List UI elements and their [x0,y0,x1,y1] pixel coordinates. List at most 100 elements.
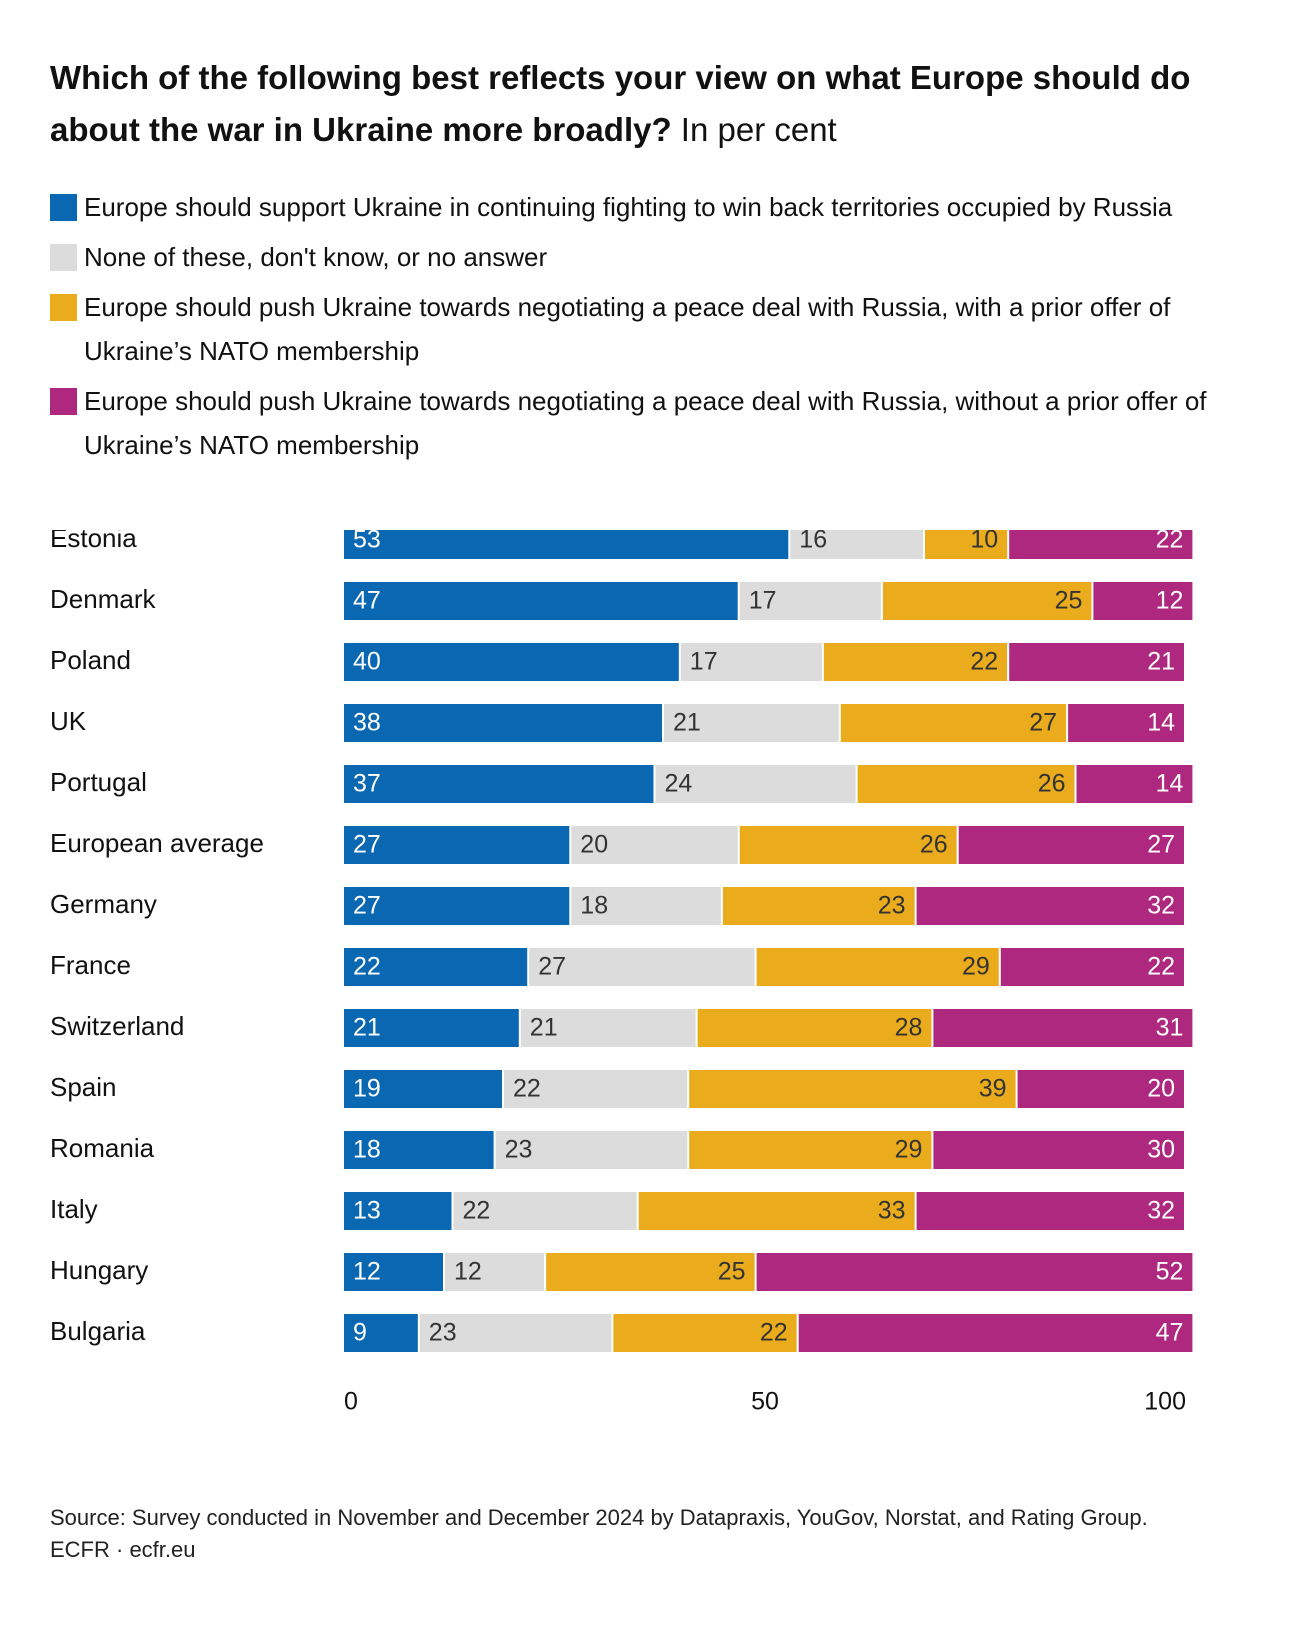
stacked-bar-chart: Estonia 53 16 10 22 Denmark 47 17 25 12 Poland 40 17… [50,530,1193,1416]
value-label-germany-with-nato: 23 [878,892,906,920]
bar-european-average-with-nato [739,826,957,864]
value-label-uk-support: 38 [353,709,381,737]
bar-poland-with-nato [823,643,1008,681]
value-label-romania-with-nato: 29 [895,1136,923,1164]
value-label-portugal-none: 24 [665,770,693,798]
value-label-france-support: 22 [353,953,381,981]
legend-label-with-nato: Europe should push Ukraine towards negot… [84,292,1171,366]
bar-estonia-support [344,530,789,559]
bar-portugal-none [655,765,856,803]
country-label-poland: Poland [50,645,131,675]
bar-spain-support [344,1070,502,1108]
value-label-romania-without-nato: 30 [1147,1136,1175,1164]
country-label-romania: Romania [50,1133,155,1163]
x-tick-50: 50 [751,1388,779,1416]
bar-denmark-without-nato [1093,582,1193,620]
bar-france-support [344,948,528,986]
bar-romania-without-nato [933,1131,1184,1169]
value-label-hungary-none: 12 [454,1258,482,1286]
bar-bulgaria-with-nato [613,1314,797,1352]
country-label-uk: UK [50,706,87,736]
bar-germany-support [344,887,570,925]
country-label-france: France [50,950,131,980]
bar-hungary-with-nato [546,1253,755,1291]
value-label-european-average-none: 20 [580,831,608,859]
legend: Europe should support Ukraine in continu… [50,185,1260,473]
bar-estonia-none [790,530,923,559]
value-label-france-with-nato: 29 [962,953,990,981]
value-label-switzerland-support: 21 [353,1014,381,1042]
value-label-portugal-support: 37 [353,770,381,798]
value-label-switzerland-none: 21 [530,1014,558,1042]
source-note: Source: Survey conducted in November and… [50,1505,1148,1530]
value-label-hungary-without-nato: 52 [1156,1258,1184,1286]
value-label-uk-with-nato: 27 [1029,709,1057,737]
bar-portugal-support [344,765,654,803]
bar-romania-with-nato [689,1131,932,1169]
bar-portugal-without-nato [1076,765,1193,803]
bar-poland-without-nato [1009,643,1184,681]
value-label-bulgaria-support: 9 [353,1319,367,1347]
bar-hungary-without-nato [756,1253,1193,1291]
country-label-bulgaria: Bulgaria [50,1316,146,1346]
chart-subtitle: In per cent [680,111,837,148]
legend-item-with-nato: Europe should push Ukraine towards negot… [50,285,1260,373]
bar-germany-with-nato [722,887,915,925]
bar-denmark-with-nato [882,582,1092,620]
value-label-bulgaria-with-nato: 22 [760,1319,788,1347]
value-label-germany-support: 27 [353,892,381,920]
bar-hungary-none [445,1253,544,1291]
country-label-germany: Germany [50,889,157,919]
chart-title: Which of the following best reflects you… [50,52,1250,156]
value-label-france-none: 27 [538,953,566,981]
bar-switzerland-with-nato [697,1009,932,1047]
bar-switzerland-without-nato [933,1009,1193,1047]
legend-item-none: None of these, don't know, or no answer [50,235,1260,279]
value-label-romania-none: 23 [505,1136,533,1164]
value-label-poland-none: 17 [690,648,718,676]
x-tick-100: 100 [1144,1388,1186,1416]
bar-denmark-support [344,582,738,620]
bar-portugal-with-nato [857,765,1075,803]
country-label-estonia: Estonia [50,530,137,553]
country-label-european-average: European average [50,828,264,858]
chart-title-text: Which of the following best reflects you… [50,59,1191,148]
bar-european-average-without-nato [958,826,1184,864]
bar-bulgaria-none [419,1314,612,1352]
bar-switzerland-support [344,1009,519,1047]
bar-spain-without-nato [1017,1070,1184,1108]
bar-italy-none [453,1192,637,1230]
bar-france-without-nato [1000,948,1184,986]
value-label-italy-support: 13 [353,1197,381,1225]
value-label-switzerland-with-nato: 28 [895,1014,923,1042]
value-label-spain-support: 19 [353,1075,381,1103]
bar-poland-support [344,643,679,681]
country-label-switzerland: Switzerland [50,1011,184,1041]
bar-uk-with-nato [840,704,1067,742]
bar-italy-support [344,1192,452,1230]
bar-uk-support [344,704,662,742]
legend-label-without-nato: Europe should push Ukraine towards negot… [84,386,1207,460]
legend-item-support: Europe should support Ukraine in continu… [50,185,1260,229]
value-label-estonia-without-nato: 22 [1156,530,1184,554]
bar-uk-without-nato [1068,704,1184,742]
value-label-hungary-with-nato: 25 [718,1258,746,1286]
bar-estonia-with-nato [925,530,1008,559]
legend-swatch-none [50,244,77,271]
value-label-spain-with-nato: 39 [979,1075,1007,1103]
bar-france-with-nato [756,948,999,986]
value-label-italy-without-nato: 32 [1147,1197,1175,1225]
bar-switzerland-none [520,1009,696,1047]
value-label-spain-none: 22 [513,1075,541,1103]
value-label-bulgaria-without-nato: 47 [1156,1319,1184,1347]
value-label-romania-support: 18 [353,1136,381,1164]
bar-hungary-support [344,1253,443,1291]
bar-denmark-none [739,582,881,620]
country-label-italy: Italy [50,1194,98,1224]
legend-swatch-support [50,194,77,221]
country-label-hungary: Hungary [50,1255,148,1285]
bar-bulgaria-support [344,1314,418,1352]
footer: Source: Survey conducted in November and… [50,1502,1250,1566]
value-label-germany-without-nato: 32 [1147,892,1175,920]
country-label-spain: Spain [50,1072,117,1102]
